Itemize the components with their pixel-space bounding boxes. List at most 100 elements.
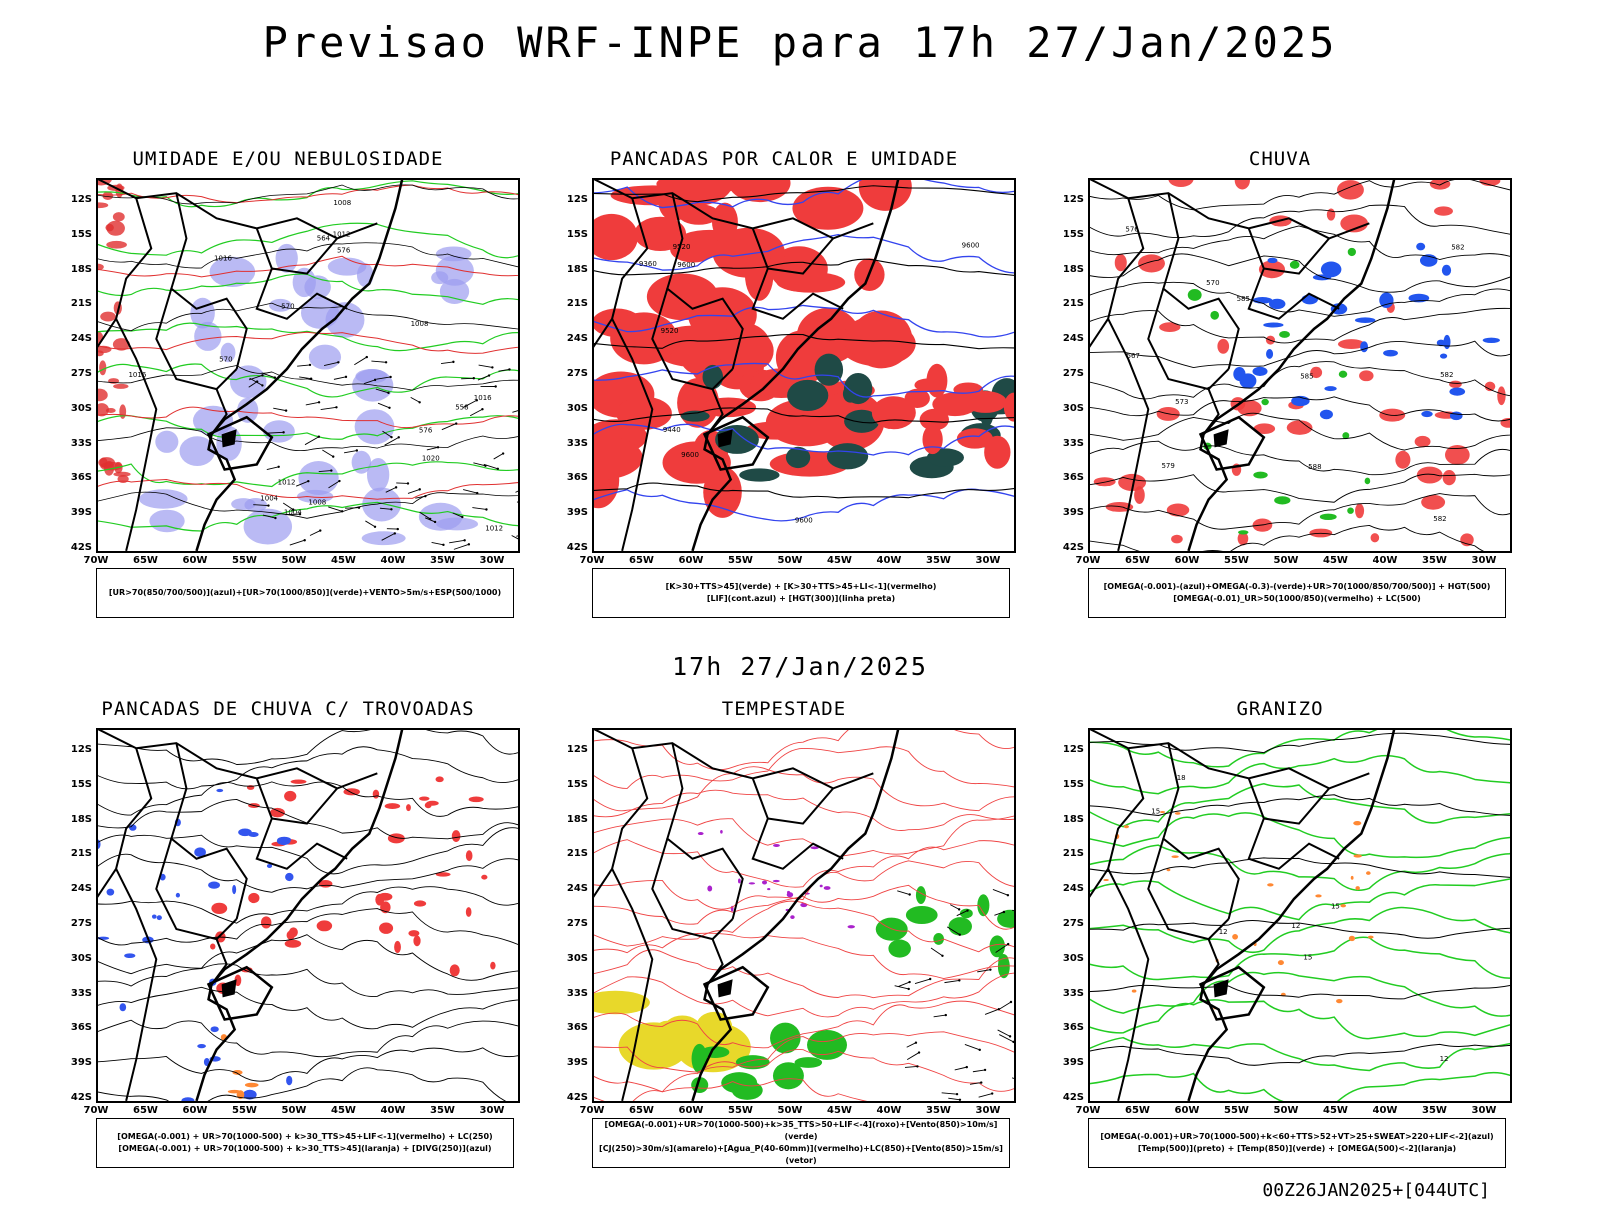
wind-vector-head [908,981,910,983]
wind-vector-head [277,466,279,468]
wind-vector-head [395,486,397,488]
shaded-area [1167,503,1190,516]
shaded-area [997,910,1014,928]
lon-tick-label: 70W [574,1105,610,1116]
shaded-area [286,1076,292,1085]
lat-tick-label: 33S [1050,438,1084,449]
lon-tick-label: 65W [1120,1105,1156,1116]
shaded-area [1171,535,1183,544]
wind-vector-head [319,529,321,531]
shaded-area [100,312,116,322]
wind-vector [344,451,357,453]
lat-tick-label: 39S [58,1057,92,1068]
shaded-area [1235,178,1250,189]
lon-tick-label: 65W [1120,555,1156,566]
wind-vector-head [959,1099,961,1101]
coastline [96,728,402,1101]
shaded-area [197,1044,206,1048]
wind-vector [432,542,444,544]
wind-vector [515,487,518,492]
wind-vector [985,1009,999,1014]
legend-line: [OMEGA(-0.001)+UR>70(1000-500)+k>35_TTS>… [593,1119,1009,1143]
lat-tick-label: 30S [1050,403,1084,414]
panel-title: GRANIZO [1050,698,1510,720]
wind-vector [907,1043,916,1048]
lon-tick-label: 35W [921,555,957,566]
wind-vector-head [916,1065,918,1067]
lon-tick-label: 55W [227,1105,263,1116]
shaded-area [362,487,401,521]
shaded-area [1263,323,1283,328]
legend-line: [OMEGA(-0.001)-(azul)+OMEGA(-0.3)-(verde… [1089,581,1505,593]
lat-tick-label: 24S [1050,333,1084,344]
shaded-area [287,930,295,939]
border-line [1148,289,1228,389]
panel-title: UMIDADE E/OU NEBULOSIDADE [58,148,518,170]
wind-vector-head [318,436,320,438]
contour-line [96,364,518,397]
lat-tick-label: 33S [1050,988,1084,999]
wind-vector-head [907,988,909,990]
contour-line [592,483,1014,498]
wind-vector-head [980,1081,982,1083]
lon-tick-label: 35W [1417,1105,1453,1116]
wind-vector-head [929,978,931,980]
lon-tick-label: 55W [1219,555,1255,566]
wind-vector [442,424,456,430]
contour-label: 1004 [284,507,302,516]
lat-tick-label: 21S [58,298,92,309]
shaded-area [1159,322,1180,332]
wind-vector-head [337,361,339,363]
contour-line [1088,282,1510,316]
wind-vector-head [335,406,337,408]
lon-tick-label: 40W [1367,1105,1403,1116]
shaded-area [1353,854,1361,857]
wind-vector-head [419,488,421,490]
lat-tick-label: 12S [554,194,588,205]
wind-vector-head [497,468,499,470]
shaded-area [815,354,844,386]
lat-tick-label: 27S [1050,918,1084,929]
contour-label: 9520 [673,242,691,251]
wind-vector-head [407,482,409,484]
shaded-area [181,1097,194,1101]
lat-tick-label: 36S [1050,1022,1084,1033]
contour-label: 1016 [474,393,492,402]
lon-tick-label: 65W [128,1105,164,1116]
shaded-area [113,472,130,477]
wind-vector [427,447,438,450]
lon-tick-label: 30W [474,1105,510,1116]
shaded-area [1365,478,1371,485]
contour-line [96,909,518,945]
panel-legend: [OMEGA(-0.001)+UR>70(1000-500)+k<60+TTS>… [1088,1118,1506,1168]
lon-tick-label: 45W [822,1105,858,1116]
shaded-area [1160,811,1165,813]
shaded-area [1266,349,1273,359]
lat-tick-label: 33S [554,438,588,449]
shaded-area [787,892,793,897]
contour-line [96,854,518,892]
lon-tick-label: 45W [822,555,858,566]
lat-tick-label: 21S [554,848,588,859]
shaded-area [107,889,115,896]
lat-tick-label: 12S [1050,194,1084,205]
wind-vector [516,533,518,537]
shaded-area [155,431,178,453]
panel-legend: [OMEGA(-0.001) + UR>70(1000-500) + k>30_… [96,1118,514,1168]
lon-tick-label: 30W [474,555,510,566]
shaded-area [469,797,484,803]
border-line [667,743,742,919]
shaded-area [1449,381,1462,388]
wind-vector [993,889,1008,895]
shaded-area [1132,990,1137,993]
shaded-area [436,776,444,782]
lat-tick-label: 21S [1050,848,1084,859]
shaded-area [232,885,236,894]
shaded-area [1274,496,1290,504]
lon-tick-label: 50W [276,555,312,566]
shaded-area [906,906,938,924]
wind-vector-head [309,364,311,366]
wind-vector-head [1010,1001,1012,1003]
shaded-area [610,312,677,364]
